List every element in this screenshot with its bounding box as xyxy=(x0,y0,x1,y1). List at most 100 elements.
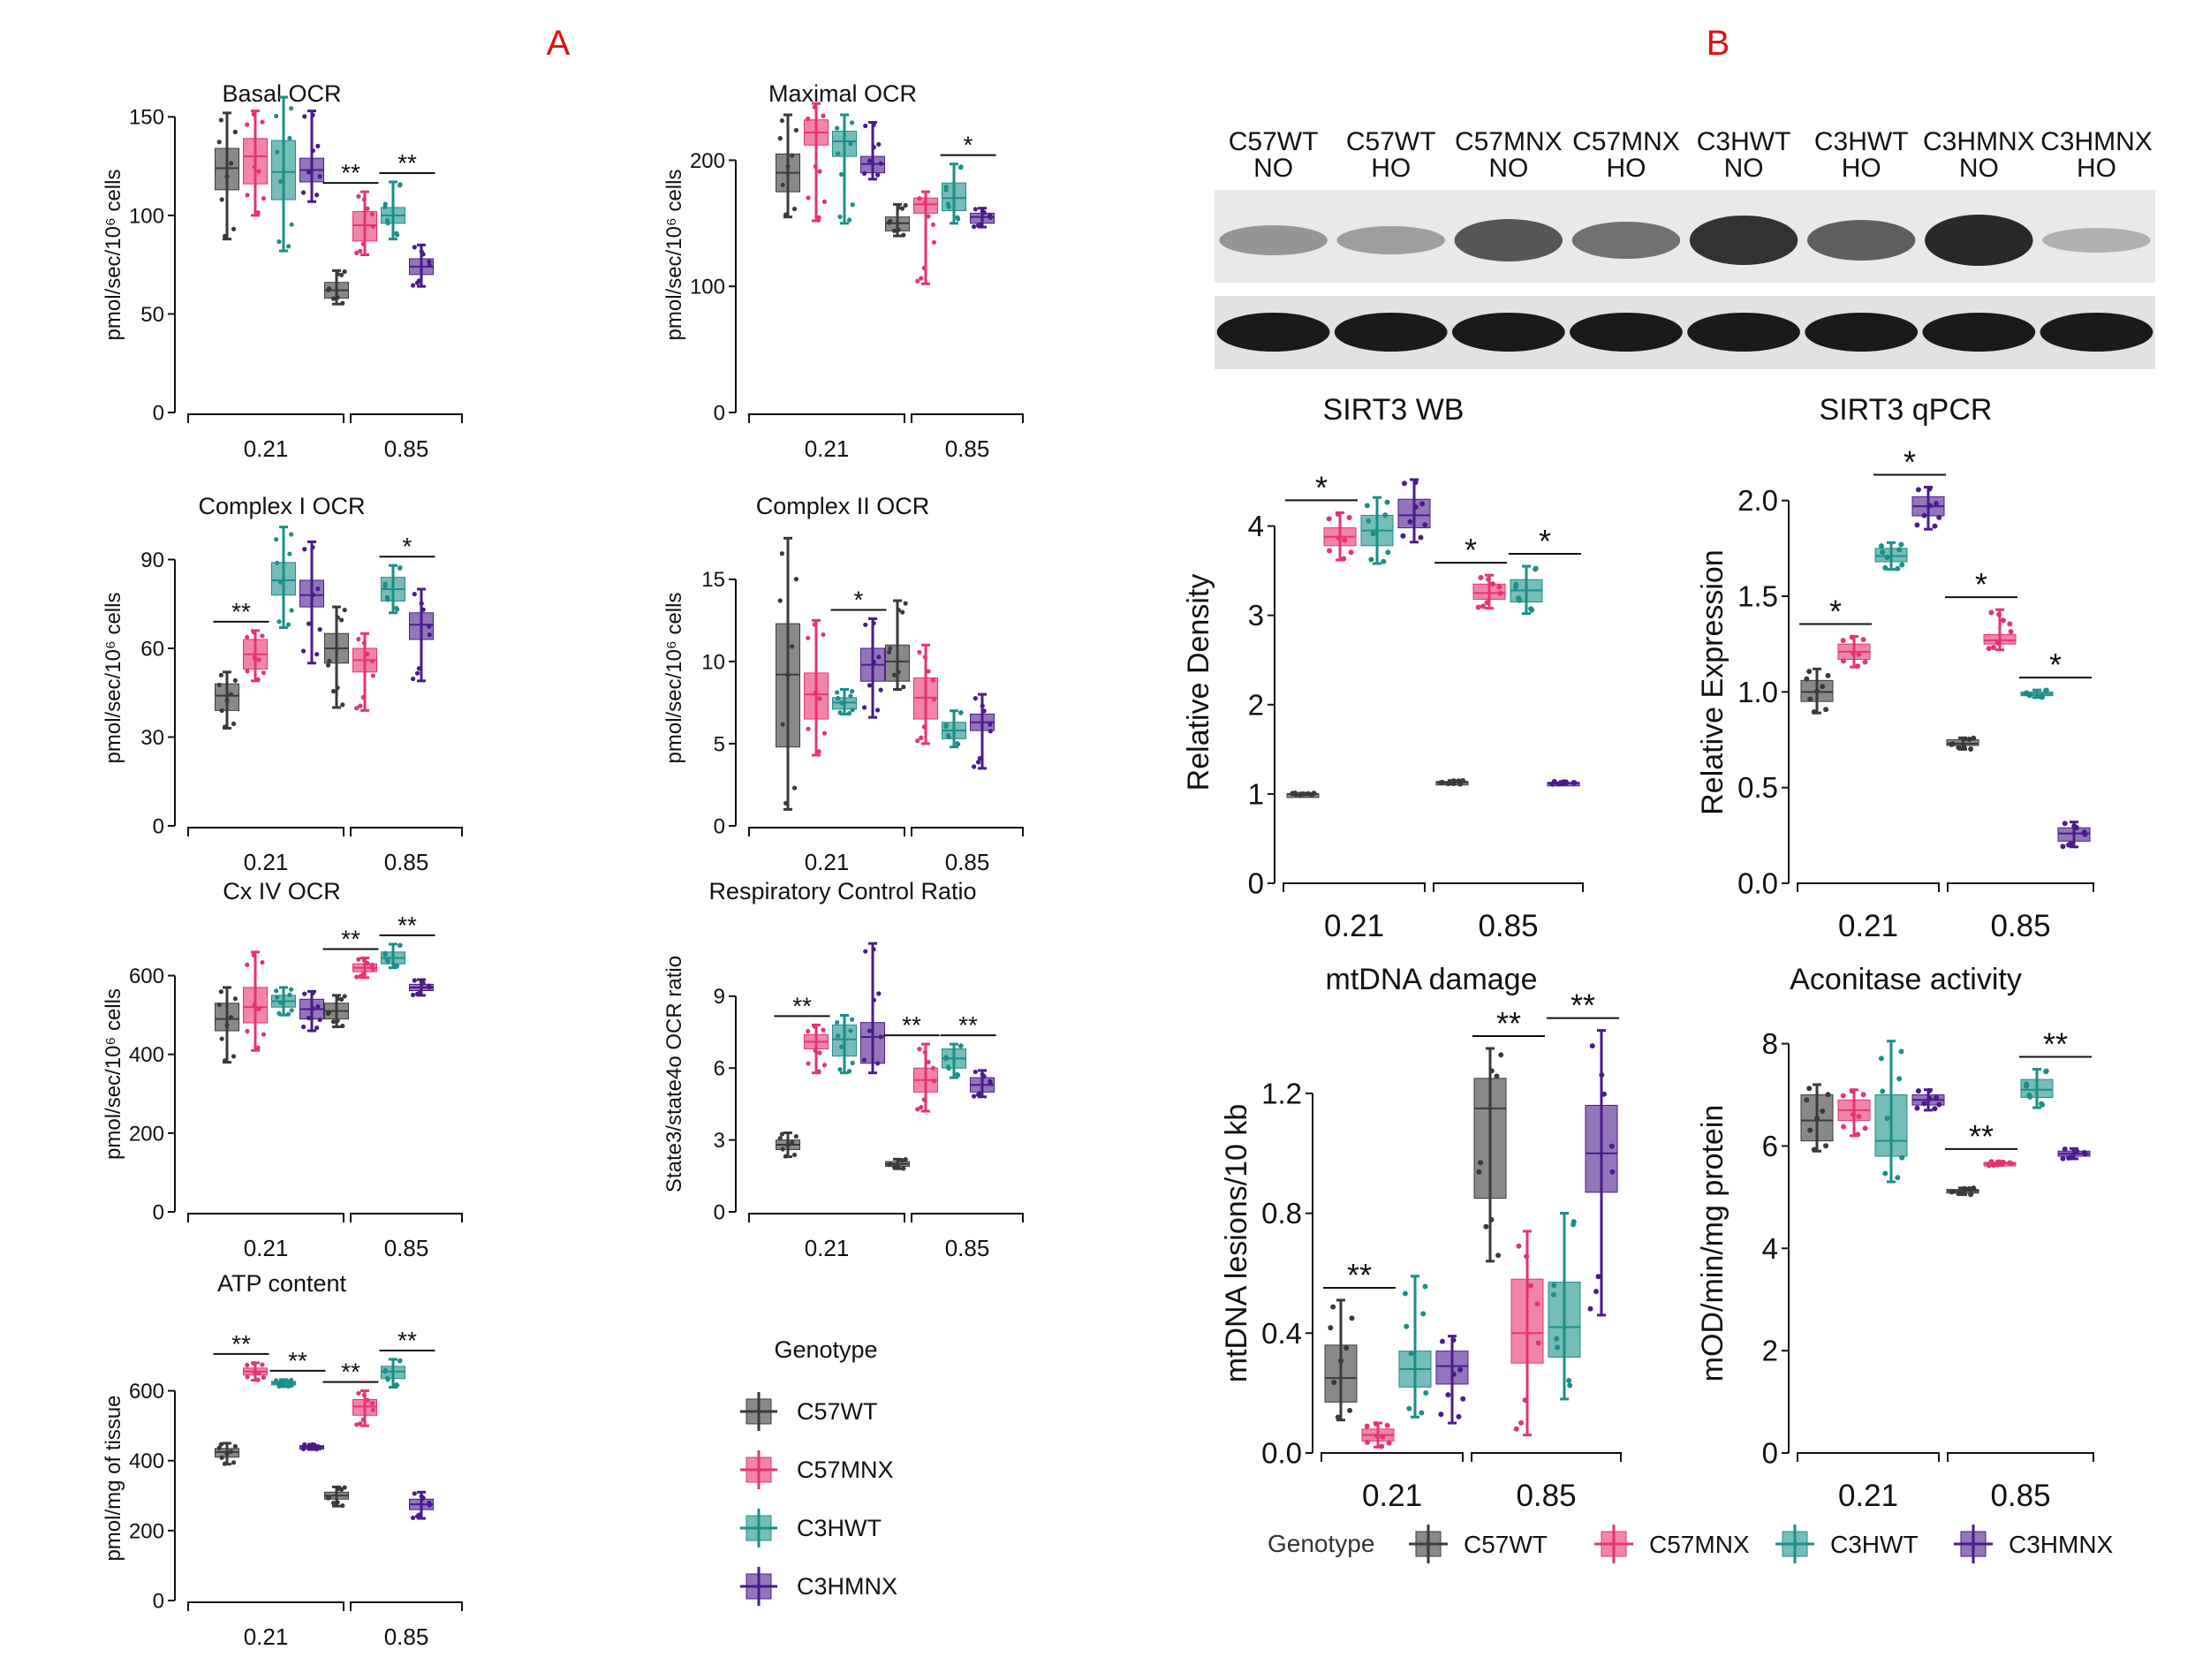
data-point xyxy=(384,957,390,963)
data-point xyxy=(1408,1351,1414,1357)
data-point xyxy=(358,703,363,708)
y-tick-label: 0.0 xyxy=(1737,867,1778,900)
data-point xyxy=(2024,1081,2030,1087)
data-point xyxy=(1328,1325,1334,1331)
significance-label: * xyxy=(854,586,864,614)
data-point xyxy=(414,991,420,996)
data-point xyxy=(370,673,376,678)
data-point xyxy=(412,1491,417,1496)
data-point xyxy=(821,1027,826,1033)
data-point xyxy=(256,169,261,174)
data-point xyxy=(300,1446,307,1452)
data-point xyxy=(957,165,964,170)
data-point xyxy=(901,232,906,238)
data-point xyxy=(915,278,920,284)
data-point xyxy=(369,658,375,663)
y-tick-label: 0 xyxy=(1248,867,1264,900)
data-point xyxy=(354,1422,360,1427)
data-point xyxy=(2043,687,2049,693)
box-C3HMNX-0.21 xyxy=(860,121,885,181)
data-point xyxy=(1336,535,1343,541)
data-point xyxy=(261,1374,267,1381)
box-C57MNX-0.85 xyxy=(352,957,377,980)
significance-label: ** xyxy=(341,1358,360,1386)
data-point xyxy=(1335,1414,1341,1420)
chart-title: Cx IV OCR xyxy=(223,878,341,904)
data-point xyxy=(330,1501,337,1506)
box-C3HMNX-0.21 xyxy=(860,617,885,719)
data-point xyxy=(335,996,340,1002)
data-point xyxy=(1420,1311,1427,1317)
data-point xyxy=(1513,581,1519,587)
data-point xyxy=(218,989,223,995)
data-point xyxy=(1595,1274,1601,1280)
chart-title: Maximal OCR xyxy=(768,80,917,107)
box-C57WT-0.21 xyxy=(776,536,800,811)
data-point xyxy=(414,280,420,285)
data-point xyxy=(1878,1056,1884,1062)
data-point xyxy=(839,171,844,177)
data-point xyxy=(981,209,987,216)
data-point xyxy=(981,708,987,714)
data-point xyxy=(945,732,951,738)
data-point xyxy=(427,983,432,988)
data-point xyxy=(1601,1091,1607,1097)
data-point xyxy=(780,722,785,727)
data-point xyxy=(1956,745,1962,751)
data-point xyxy=(302,114,307,119)
data-point xyxy=(354,706,360,711)
group-bracket xyxy=(748,413,905,423)
box-iqr xyxy=(271,562,296,596)
data-point xyxy=(812,104,817,110)
data-point xyxy=(1513,1426,1519,1432)
data-point xyxy=(229,1449,234,1455)
group-label: 0.85 xyxy=(384,849,429,875)
y-tick-label: 400 xyxy=(129,1043,164,1067)
data-point xyxy=(338,272,344,277)
data-point xyxy=(356,637,361,642)
data-point xyxy=(846,711,852,716)
data-point xyxy=(1856,651,1862,657)
data-point xyxy=(1534,1301,1540,1307)
data-point xyxy=(1806,669,1813,675)
box-C57WT-0.21 xyxy=(776,1131,800,1159)
box-C57WT-0.85 xyxy=(324,605,349,709)
y-tick-label: 0 xyxy=(714,401,725,425)
chart-title: Respiratory Control Ratio xyxy=(708,878,976,904)
data-point xyxy=(1404,1323,1410,1329)
data-point xyxy=(414,1513,420,1519)
y-axis-label: Relative Expression xyxy=(1696,549,1730,814)
data-point xyxy=(917,196,922,201)
data-point xyxy=(846,217,852,223)
legend-item-C57MNX: C57MNX xyxy=(740,1450,894,1489)
data-point xyxy=(896,227,901,232)
box-C3HWT-0.85 xyxy=(1548,1212,1581,1401)
group-label: 0.21 xyxy=(244,435,289,462)
sirt3-band xyxy=(1454,219,1563,261)
data-point xyxy=(921,724,927,730)
data-point xyxy=(943,1055,949,1060)
data-point xyxy=(327,1495,332,1500)
data-point xyxy=(275,560,280,565)
data-point xyxy=(361,957,367,963)
data-point xyxy=(1386,1440,1392,1446)
data-point xyxy=(231,226,237,231)
data-point xyxy=(338,1487,344,1492)
group-label: 0.21 xyxy=(805,1235,850,1261)
box-C57WT-0.85 xyxy=(1435,777,1469,787)
box-iqr xyxy=(271,140,296,201)
box-C3HMNX-0.21 xyxy=(1397,478,1431,544)
data-point xyxy=(327,1010,332,1015)
data-point xyxy=(1406,1405,1412,1411)
y-tick-label: 50 xyxy=(140,303,164,327)
chart-cx2: Complex II OCR 0 5 10 15 pmol/sec/10⁶ cells 0.… xyxy=(662,493,1024,875)
data-point xyxy=(1811,1146,1817,1153)
box-C3HWT-0.85 xyxy=(381,180,405,241)
y-tick-label: 400 xyxy=(129,1449,164,1473)
box-iqr xyxy=(1874,1094,1908,1157)
data-point xyxy=(1450,1371,1457,1377)
data-point xyxy=(931,239,937,245)
lane-label: C3HWT xyxy=(1697,127,1791,156)
significance-label: ** xyxy=(1571,988,1595,1024)
data-point xyxy=(888,218,893,224)
